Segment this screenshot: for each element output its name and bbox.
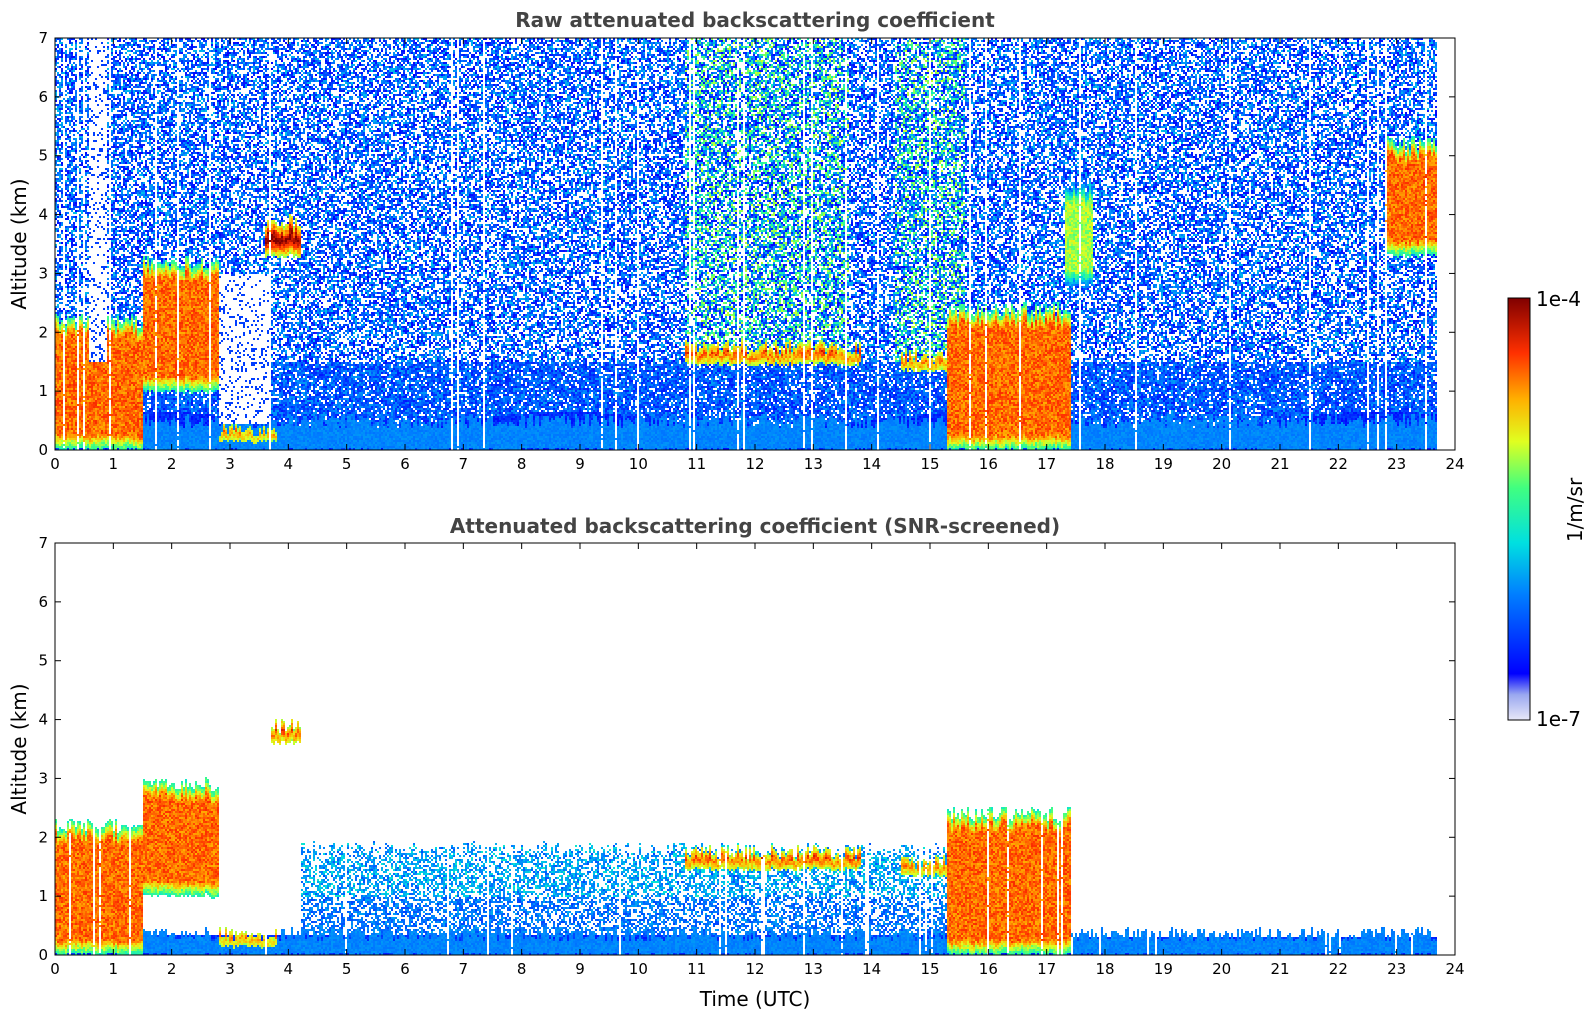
bottom-x-tick-label-9: 9 bbox=[575, 960, 585, 978]
top-x-tick-label-23: 23 bbox=[1387, 455, 1406, 473]
bottom-x-tick-label-1: 1 bbox=[109, 960, 119, 978]
top-axis-ticks: 0 1 2 3 4 5 6 7 8 9 10 11 12 13 14 15 16 17 18 19 20 21 22 23 24… bbox=[38, 29, 1464, 473]
top-y-tick-label-2: 2 bbox=[38, 323, 48, 341]
top-panel-title: Raw attenuated backscattering coefficien… bbox=[515, 8, 995, 32]
top-x-tick-label-21: 21 bbox=[1270, 455, 1289, 473]
bottom-x-tick-label-12: 12 bbox=[745, 960, 764, 978]
bottom-y-tick-label-6: 6 bbox=[38, 593, 48, 611]
bottom-x-tick-label-19: 19 bbox=[1154, 960, 1173, 978]
top-x-tick-label-10: 10 bbox=[629, 455, 648, 473]
top-x-tick-label-18: 18 bbox=[1095, 455, 1114, 473]
top-x-tick-label-20: 20 bbox=[1212, 455, 1231, 473]
top-x-tick-label-9: 9 bbox=[575, 455, 585, 473]
top-x-tick-label-15: 15 bbox=[920, 455, 939, 473]
top-y-axis-label: Altitude (km) bbox=[7, 178, 31, 309]
bottom-y-tick-label-5: 5 bbox=[38, 652, 48, 670]
bottom-x-tick-label-23: 23 bbox=[1387, 960, 1406, 978]
top-x-tick-label-22: 22 bbox=[1329, 455, 1348, 473]
bottom-x-tick-label-20: 20 bbox=[1212, 960, 1231, 978]
bottom-x-tick-label-24: 24 bbox=[1445, 960, 1464, 978]
top-x-tick-label-1: 1 bbox=[109, 455, 119, 473]
bottom-x-tick-label-0: 0 bbox=[50, 960, 60, 978]
bottom-y-tick-label-7: 7 bbox=[38, 534, 48, 552]
bottom-x-tick-label-17: 17 bbox=[1037, 960, 1056, 978]
bottom-x-tick-label-8: 8 bbox=[517, 960, 527, 978]
bottom-x-tick-label-18: 18 bbox=[1095, 960, 1114, 978]
top-x-tick-label-6: 6 bbox=[400, 455, 410, 473]
bottom-axis-ticks: 0 1 2 3 4 5 6 7 8 9 10 11 12 13 14 15 16 17 18 19 20 21 22 23 24… bbox=[38, 534, 1464, 978]
top-x-tick-label-3: 3 bbox=[225, 455, 235, 473]
bottom-plot-frame bbox=[54, 542, 1456, 956]
bottom-x-tick-label-3: 3 bbox=[225, 960, 235, 978]
bottom-y-tick-label-4: 4 bbox=[38, 711, 48, 729]
bottom-y-tick-label-1: 1 bbox=[38, 887, 48, 905]
bottom-x-tick-label-16: 16 bbox=[979, 960, 998, 978]
x-axis-label: Time (UTC) bbox=[699, 987, 811, 1011]
top-x-tick-label-2: 2 bbox=[167, 455, 177, 473]
bottom-x-tick-label-13: 13 bbox=[804, 960, 823, 978]
top-x-tick-label-17: 17 bbox=[1037, 455, 1056, 473]
bottom-x-tick-label-15: 15 bbox=[920, 960, 939, 978]
bottom-x-tick-label-4: 4 bbox=[284, 960, 294, 978]
colorbar-min-label: 1e-7 bbox=[1536, 707, 1581, 731]
top-x-tick-label-16: 16 bbox=[979, 455, 998, 473]
bottom-y-tick-label-2: 2 bbox=[38, 828, 48, 846]
top-x-tick-label-11: 11 bbox=[687, 455, 706, 473]
top-x-tick-label-12: 12 bbox=[745, 455, 764, 473]
top-x-tick-label-5: 5 bbox=[342, 455, 352, 473]
top-x-tick-label-0: 0 bbox=[50, 455, 60, 473]
bottom-panel-title: Attenuated backscattering coefficient (S… bbox=[450, 514, 1060, 538]
top-plot-frame bbox=[54, 37, 1456, 451]
bottom-y-tick-label-0: 0 bbox=[38, 946, 48, 964]
colorbar-unit-label: 1/m/sr bbox=[1563, 477, 1587, 542]
bottom-x-tick-label-2: 2 bbox=[167, 960, 177, 978]
top-y-tick-label-4: 4 bbox=[38, 206, 48, 224]
bottom-x-tick-label-22: 22 bbox=[1329, 960, 1348, 978]
colorbar bbox=[1507, 297, 1531, 721]
top-y-tick-label-0: 0 bbox=[38, 441, 48, 459]
bottom-x-tick-label-21: 21 bbox=[1270, 960, 1289, 978]
bottom-x-tick-label-14: 14 bbox=[862, 960, 881, 978]
snr-screened-backscatter-heatmap bbox=[55, 543, 1455, 955]
top-x-tick-label-7: 7 bbox=[459, 455, 469, 473]
bottom-x-tick-label-10: 10 bbox=[629, 960, 648, 978]
top-x-tick-label-14: 14 bbox=[862, 455, 881, 473]
top-y-tick-label-1: 1 bbox=[38, 382, 48, 400]
top-x-tick-label-4: 4 bbox=[284, 455, 294, 473]
top-x-tick-label-24: 24 bbox=[1445, 455, 1464, 473]
colorbar-max-label: 1e-4 bbox=[1536, 287, 1581, 311]
bottom-y-tick-label-3: 3 bbox=[38, 769, 48, 787]
top-y-tick-label-3: 3 bbox=[38, 264, 48, 282]
top-x-tick-label-19: 19 bbox=[1154, 455, 1173, 473]
top-x-tick-label-13: 13 bbox=[804, 455, 823, 473]
bottom-y-axis-label: Altitude (km) bbox=[7, 683, 31, 814]
bottom-x-tick-label-5: 5 bbox=[342, 960, 352, 978]
top-x-tick-label-8: 8 bbox=[517, 455, 527, 473]
top-y-tick-label-7: 7 bbox=[38, 29, 48, 47]
top-y-tick-label-5: 5 bbox=[38, 147, 48, 165]
bottom-x-tick-label-11: 11 bbox=[687, 960, 706, 978]
top-y-tick-label-6: 6 bbox=[38, 88, 48, 106]
bottom-x-tick-label-6: 6 bbox=[400, 960, 410, 978]
raw-backscatter-heatmap bbox=[55, 38, 1455, 450]
bottom-x-tick-label-7: 7 bbox=[459, 960, 469, 978]
